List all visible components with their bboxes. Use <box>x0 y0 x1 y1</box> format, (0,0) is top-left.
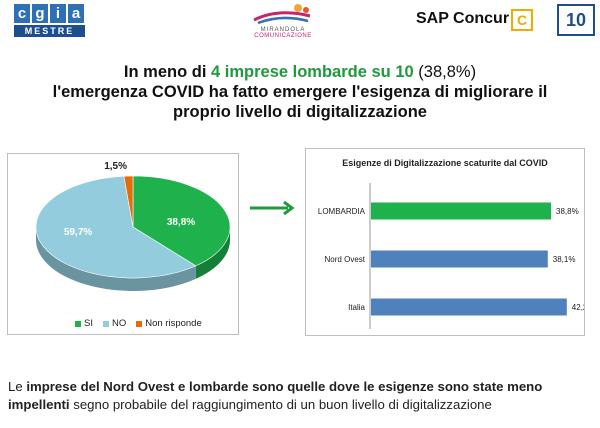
legend-swatch <box>75 320 81 327</box>
cgia-logo: c g i a MESTRE <box>14 4 85 38</box>
pie-chart-panel: 38,8% 59,7% 1,5% SI NO Non risponde <box>7 153 239 335</box>
footer-part-1: Le <box>8 379 27 394</box>
sap-concur-icon: C <box>511 9 533 31</box>
title-line-2: l'emergenza COVID ha fatto emergere l'es… <box>52 83 548 101</box>
bar-italia <box>371 298 567 316</box>
legend-item: Non risponde <box>136 318 202 329</box>
bar-category-label: Nord Ovest <box>325 255 366 264</box>
title-line-3: proprio livello di digitalizzazione <box>173 103 427 121</box>
cgia-letter: c <box>14 4 30 23</box>
bar-category-label: LOMBARDIA <box>318 207 366 216</box>
cgia-letter: g <box>32 4 48 23</box>
mirandola-name: MIRANDOLA <box>260 27 306 33</box>
legend-label: SI <box>84 318 93 329</box>
cgia-letters: c g i a <box>14 4 85 23</box>
mirandola-subname: COMUNICAZIONE <box>254 33 312 39</box>
legend-swatch <box>136 320 143 327</box>
title-part-3: (38,8%) <box>413 63 477 81</box>
pie-side-1 <box>36 227 196 291</box>
legend-item: SI <box>75 318 93 329</box>
bar-nord-ovest <box>371 250 548 268</box>
pie-data-label: 59,7% <box>64 227 92 238</box>
pie-slice-non-risponde <box>123 175 134 228</box>
page-number: 10 <box>557 4 595 36</box>
pie-slice-si <box>132 175 231 267</box>
slide-title: In meno di 4 imprese lombarde su 10 (38,… <box>40 62 560 122</box>
sap-concur-label: SAP Concur <box>416 10 510 27</box>
footer-note: Le imprese del Nord Ovest e lombarde son… <box>8 378 593 414</box>
pie-chart: 38,8% 59,7% 1,5% <box>35 161 231 291</box>
bar-chart-panel: Esigenze di Digitalizzazione scaturite d… <box>305 148 585 336</box>
pie-legend: SI NO Non risponde <box>75 318 202 329</box>
legend-label: NO <box>111 318 127 329</box>
cgia-subtitle: MESTRE <box>14 25 85 37</box>
legend-item: NO <box>102 318 127 329</box>
bar-category-label: Italia <box>348 303 365 312</box>
bar-data-label: 38,1% <box>553 255 576 264</box>
cgia-letter: a <box>68 4 84 23</box>
title-highlight: 4 imprese lombarde su 10 <box>211 63 414 81</box>
mirandola-logo: MIRANDOLA COMUNICAZIONE <box>242 2 324 44</box>
footer-highlight: imprese del Nord Ovest e lombarde sono q… <box>8 379 543 412</box>
footer-part-3: segno probabile del raggiungimento di un… <box>69 397 492 412</box>
arrow-right-icon <box>250 200 295 216</box>
bar-data-label: 42,2% <box>572 303 584 312</box>
bar-lombardia <box>371 202 552 220</box>
pie-data-label: 1,5% <box>104 161 127 172</box>
legend-label: Non risponde <box>145 318 202 329</box>
pie-slice-no <box>35 175 197 279</box>
title-part-1: In meno di <box>123 63 212 81</box>
mirandola-swoosh-icon <box>253 4 311 25</box>
bar-chart-title: Esigenze di Digitalizzazione scaturite d… <box>342 158 548 168</box>
bar-chart: LOMBARDIA 38,8% Nord Ovest 38,1% Italia 42,2% <box>318 183 584 329</box>
pie-side-0 <box>195 227 231 279</box>
bar-data-label: 38,8% <box>556 207 579 216</box>
cgia-letter: i <box>50 4 66 23</box>
title-line-1: In meno di 4 imprese lombarde su 10 (38,… <box>40 62 560 82</box>
legend-swatch <box>102 320 109 327</box>
pie-data-label: 38,8% <box>167 217 195 228</box>
